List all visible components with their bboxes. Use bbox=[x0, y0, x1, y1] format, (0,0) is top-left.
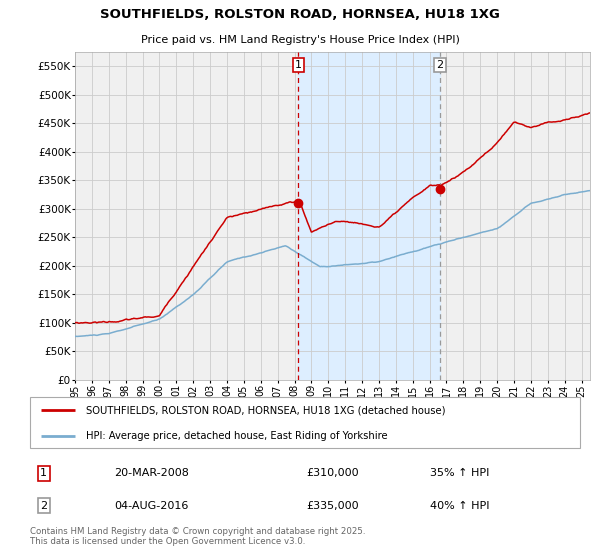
Text: 20-MAR-2008: 20-MAR-2008 bbox=[114, 468, 189, 478]
Text: 40% ↑ HPI: 40% ↑ HPI bbox=[430, 501, 490, 511]
Text: 1: 1 bbox=[295, 60, 302, 70]
Text: 04-AUG-2016: 04-AUG-2016 bbox=[114, 501, 188, 511]
Text: £310,000: £310,000 bbox=[306, 468, 359, 478]
Bar bbox=[298, 52, 440, 380]
Text: 2: 2 bbox=[436, 60, 443, 70]
Text: SOUTHFIELDS, ROLSTON ROAD, HORNSEA, HU18 1XG (detached house): SOUTHFIELDS, ROLSTON ROAD, HORNSEA, HU18… bbox=[86, 405, 446, 416]
Text: SOUTHFIELDS, ROLSTON ROAD, HORNSEA, HU18 1XG: SOUTHFIELDS, ROLSTON ROAD, HORNSEA, HU18… bbox=[100, 7, 500, 21]
Text: Contains HM Land Registry data © Crown copyright and database right 2025.
This d: Contains HM Land Registry data © Crown c… bbox=[29, 526, 365, 546]
Text: 35% ↑ HPI: 35% ↑ HPI bbox=[430, 468, 490, 478]
Text: £335,000: £335,000 bbox=[306, 501, 359, 511]
Text: 1: 1 bbox=[40, 468, 47, 478]
FancyBboxPatch shape bbox=[29, 397, 580, 448]
Text: 2: 2 bbox=[40, 501, 47, 511]
Text: HPI: Average price, detached house, East Riding of Yorkshire: HPI: Average price, detached house, East… bbox=[86, 431, 388, 441]
Text: Price paid vs. HM Land Registry's House Price Index (HPI): Price paid vs. HM Land Registry's House … bbox=[140, 35, 460, 45]
